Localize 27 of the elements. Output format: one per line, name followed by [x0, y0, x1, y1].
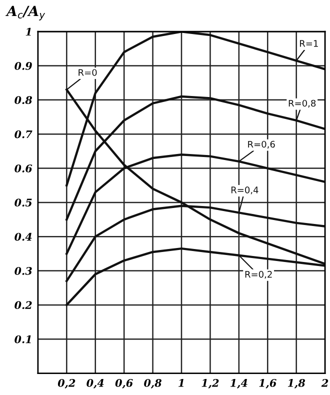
- x-tick-label: 1,8: [288, 379, 306, 388]
- series-label: R=0,8: [288, 100, 316, 108]
- y-tick-label: 0.2: [14, 301, 32, 310]
- y-axis-title: A$_{c}$/A$_{y}$: [6, 6, 46, 20]
- series-label: R=1: [300, 40, 318, 47]
- text: R=0: [78, 69, 97, 76]
- x-tick-label: 1,6: [259, 379, 276, 388]
- series-label: R=0,6: [248, 140, 275, 149]
- x-tick-label: 0,4: [86, 379, 104, 388]
- y-tick-label: 0.5: [14, 198, 32, 207]
- legend-label: R=0,2: [245, 270, 272, 279]
- x-tick-label: 1: [178, 379, 184, 387]
- x-tick-label: 0,6: [115, 379, 133, 388]
- x-tick-label: 2: [321, 379, 328, 387]
- series-label: R=0,4: [231, 186, 258, 194]
- x-tick-label: 0,2: [58, 379, 76, 388]
- y-tick-label: 0.9: [14, 62, 32, 70]
- x-tick-label: 1,2: [202, 379, 219, 388]
- y-tick-label: 0.3: [14, 267, 32, 275]
- x-tick-label: 0,8: [144, 379, 162, 388]
- y-tick-label: 1: [26, 28, 31, 36]
- y-tick-label: 0.6: [14, 164, 32, 172]
- y-tick-label: 0.7: [14, 130, 32, 138]
- x-tick-label: 1,4: [230, 379, 248, 388]
- y-tick-label: 0.4: [14, 232, 32, 241]
- y-tick-label: 0.8: [14, 96, 32, 104]
- y-tick-label: 0.1: [14, 335, 31, 344]
